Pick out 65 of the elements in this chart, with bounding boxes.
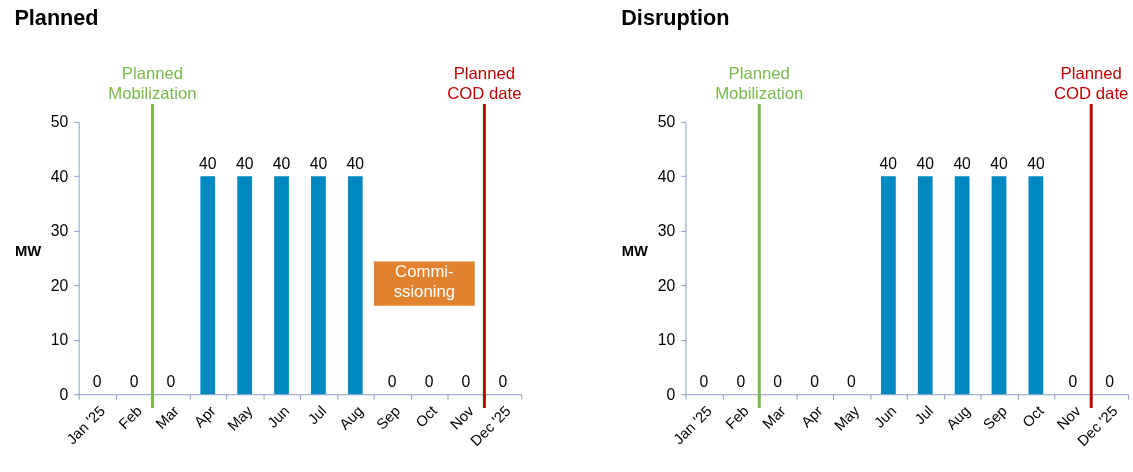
- y-axis-title: MW: [14, 242, 42, 259]
- x-tick-label: Feb: [722, 402, 752, 433]
- data-label: 40: [1027, 155, 1045, 173]
- x-tick-label: Oct: [412, 402, 441, 431]
- x-tick-label: Mar: [759, 402, 789, 432]
- x-tick-label: Mar: [152, 402, 182, 432]
- x-tick-label: Jun: [264, 402, 293, 431]
- y-tick-label: 20: [50, 276, 69, 294]
- data-label: 0: [166, 373, 176, 391]
- x-tick-label: May: [224, 402, 257, 434]
- chart-title: Planned: [14, 5, 99, 31]
- data-label: 40: [953, 155, 972, 173]
- x-tick-label: Sep: [980, 402, 1010, 433]
- data-label: 40: [916, 155, 935, 173]
- y-tick-label: 10: [657, 331, 676, 349]
- data-label: 0: [461, 373, 471, 391]
- ref-line-label: Planned Mobilization: [108, 64, 197, 104]
- data-label: 0: [1105, 373, 1115, 391]
- data-label: 40: [199, 155, 217, 173]
- data-label: 0: [810, 373, 820, 391]
- data-label: 0: [736, 373, 746, 391]
- data-label: 0: [387, 373, 397, 391]
- x-tick-label: Aug: [943, 402, 974, 433]
- x-tick-label: Jul: [304, 402, 330, 428]
- y-tick-label: 0: [666, 385, 676, 403]
- y-tick-label: 50: [657, 113, 676, 131]
- data-label: 40: [309, 155, 328, 173]
- data-label: 0: [92, 373, 102, 391]
- x-tick-label: Jan '25: [63, 402, 109, 448]
- ref-line-label: Planned COD date: [447, 64, 522, 104]
- data-label: 40: [346, 155, 365, 173]
- y-tick-label: 40: [50, 167, 69, 185]
- x-tick-label: May: [831, 402, 863, 434]
- x-tick-label: Apr: [797, 402, 826, 431]
- data-label: 0: [498, 373, 508, 391]
- ref-line-label: Planned COD date: [1054, 64, 1129, 104]
- x-tick-label: Jun: [871, 402, 900, 431]
- y-tick-label: 40: [657, 167, 676, 185]
- x-tick-label: Sep: [373, 402, 404, 433]
- y-tick-label: 10: [50, 331, 69, 349]
- x-tick-label: Apr: [191, 402, 219, 431]
- data-label: 40: [235, 155, 254, 173]
- annotation: Commi- ssioning: [393, 262, 455, 301]
- y-tick-label: 20: [657, 276, 676, 294]
- ref-line-label: Planned Mobilization: [715, 64, 804, 104]
- x-tick-label: Aug: [336, 402, 367, 433]
- data-label: 0: [424, 373, 434, 391]
- y-axis-title: MW: [621, 242, 649, 259]
- chart-title: Disruption: [621, 5, 730, 31]
- y-tick-label: 30: [657, 222, 676, 240]
- x-tick-label: Jan '25: [670, 402, 715, 448]
- y-tick-label: 30: [50, 222, 69, 240]
- x-tick-label: Jul: [911, 402, 937, 428]
- data-label: 0: [699, 373, 709, 391]
- data-label: 40: [990, 155, 1008, 173]
- x-tick-label: Oct: [1019, 402, 1047, 431]
- y-tick-label: 50: [50, 113, 69, 131]
- data-label: 40: [879, 155, 898, 173]
- data-label: 40: [272, 155, 291, 173]
- data-label: 0: [129, 373, 139, 391]
- data-label: 0: [847, 373, 857, 391]
- data-label: 0: [1068, 373, 1078, 391]
- y-tick-label: 0: [59, 385, 69, 403]
- x-tick-label: Feb: [115, 402, 145, 433]
- data-label: 0: [773, 373, 783, 391]
